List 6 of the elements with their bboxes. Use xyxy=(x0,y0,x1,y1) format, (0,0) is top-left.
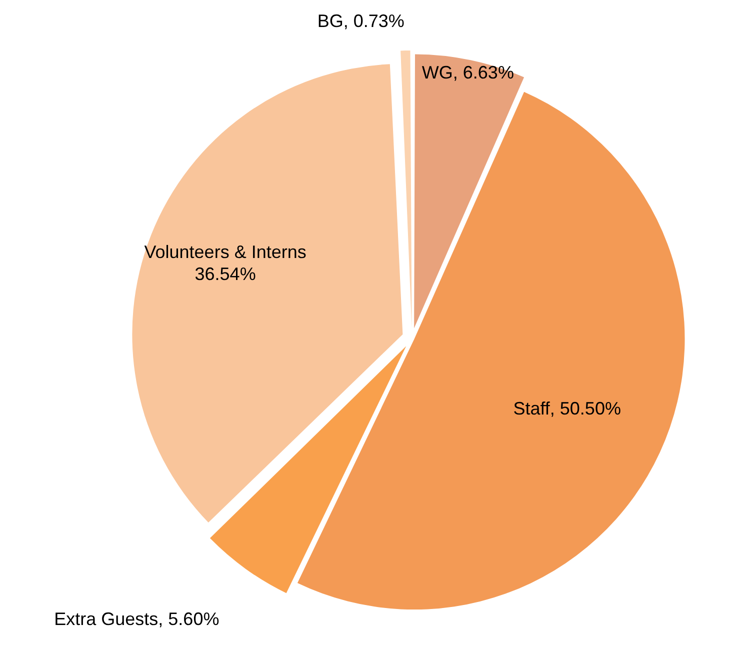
slice-label: BG, 0.73% xyxy=(317,11,404,32)
data-label: 36.54% xyxy=(194,264,256,284)
slice-label: WG, 6.63% xyxy=(422,62,514,82)
slice-label: Extra Guests, 5.60% xyxy=(54,608,220,629)
slice-label: Staff, 50.50% xyxy=(513,398,621,419)
slice-label: Volunteers & Interns xyxy=(144,242,306,262)
